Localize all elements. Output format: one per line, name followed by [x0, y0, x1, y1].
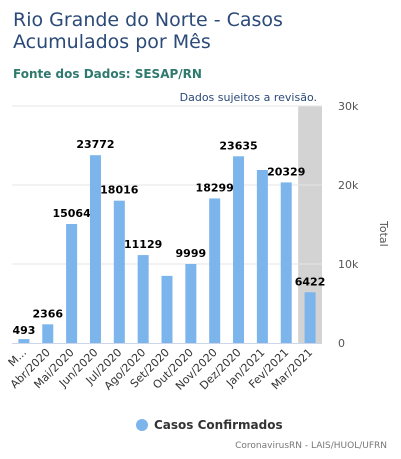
y-axis-label: Total	[377, 221, 390, 247]
y-tick-label: 10k	[338, 258, 359, 271]
data-source: Fonte dos Dados: SESAP/RN	[13, 67, 202, 81]
data-label: 23635	[219, 139, 257, 152]
data-label: 23772	[76, 138, 114, 151]
data-label: 9999	[176, 247, 207, 260]
credits[interactable]: CoronavirusRN - LAIS/HUOL/UFRN	[235, 441, 387, 451]
data-label: 18016	[100, 184, 139, 197]
bar	[233, 156, 245, 343]
data-label: 15064	[52, 207, 91, 220]
data-label: 493	[12, 324, 35, 337]
data-label: 6422	[295, 275, 326, 288]
bar	[42, 324, 54, 343]
bar	[66, 223, 78, 343]
data-label: 2366	[32, 307, 63, 320]
bar	[18, 339, 30, 343]
bar	[256, 169, 268, 343]
bar	[280, 182, 292, 343]
bar	[113, 200, 125, 343]
bar	[304, 292, 316, 343]
y-tick-label: 0	[338, 337, 345, 350]
highlight-band	[298, 106, 322, 343]
bar	[89, 155, 101, 343]
legend-marker	[136, 419, 148, 431]
bar	[137, 255, 149, 343]
y-tick-label: 30k	[338, 100, 359, 113]
chart-title: Rio Grande do Norte - Casos Acumulados p…	[13, 9, 283, 53]
legend[interactable]: Casos Confirmados	[136, 418, 283, 432]
bar	[161, 275, 173, 343]
data-label: 18299	[196, 181, 234, 194]
legend-label: Casos Confirmados	[154, 418, 283, 432]
y-tick-label: 20k	[338, 179, 359, 192]
data-label: 11129	[124, 238, 162, 251]
data-label: 20329	[267, 165, 305, 178]
bar	[209, 198, 221, 343]
revision-note: Dados sujeitos a revisão.	[179, 91, 317, 104]
bar	[185, 264, 197, 343]
